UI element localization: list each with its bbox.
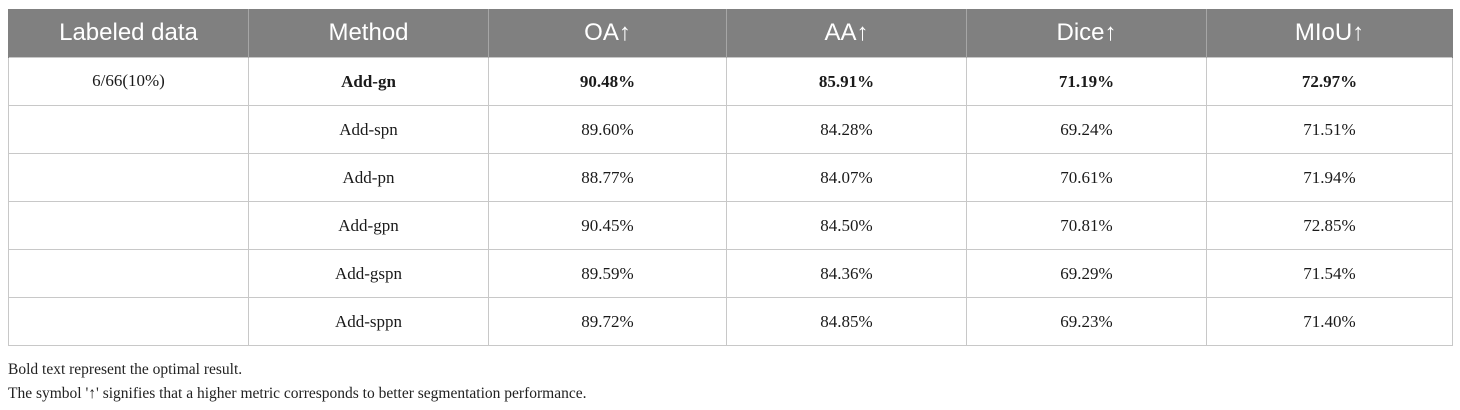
header-labeled-data: Labeled data: [8, 9, 249, 58]
table-row: Add-sppn 89.72% 84.85% 69.23% 71.40%: [8, 297, 1453, 346]
table-row: Add-gpn 90.45% 84.50% 70.81% 72.85%: [8, 201, 1453, 250]
table-row: 6/66(10%) Add-gn 90.48% 85.91% 71.19% 72…: [8, 57, 1453, 106]
oa-cell: 89.60%: [488, 105, 727, 154]
aa-cell: 84.07%: [726, 153, 967, 202]
table-footnotes: Bold text represent the optimal result. …: [8, 358, 586, 406]
labeled-data-cell: 6/66(10%): [8, 57, 249, 106]
labeled-data-cell: [8, 297, 249, 346]
miou-cell: 71.40%: [1206, 297, 1453, 346]
labeled-data-cell: [8, 153, 249, 202]
table-header: Labeled data Method OA↑ AA↑ Dice↑ MIoU↑: [8, 9, 1453, 58]
oa-cell: 89.72%: [488, 297, 727, 346]
oa-cell: 90.48%: [488, 57, 727, 106]
header-oa: OA↑: [488, 9, 727, 58]
aa-cell: 85.91%: [726, 57, 967, 106]
method-cell: Add-pn: [248, 153, 489, 202]
labeled-data-cell: [8, 105, 249, 154]
oa-cell: 89.59%: [488, 249, 727, 298]
dice-cell: 69.23%: [966, 297, 1207, 346]
aa-cell: 84.85%: [726, 297, 967, 346]
method-cell: Add-sppn: [248, 297, 489, 346]
labeled-data-cell: [8, 201, 249, 250]
header-aa: AA↑: [726, 9, 967, 58]
miou-cell: 71.51%: [1206, 105, 1453, 154]
miou-cell: 71.54%: [1206, 249, 1453, 298]
dice-cell: 71.19%: [966, 57, 1207, 106]
miou-cell: 72.85%: [1206, 201, 1453, 250]
aa-cell: 84.36%: [726, 249, 967, 298]
dice-cell: 70.81%: [966, 201, 1207, 250]
labeled-data-cell: [8, 249, 249, 298]
method-cell: Add-gn: [248, 57, 489, 106]
aa-cell: 84.28%: [726, 105, 967, 154]
method-cell: Add-gspn: [248, 249, 489, 298]
header-dice: Dice↑: [966, 9, 1207, 58]
oa-cell: 90.45%: [488, 201, 727, 250]
header-miou: MIoU↑: [1206, 9, 1453, 58]
dice-cell: 70.61%: [966, 153, 1207, 202]
oa-cell: 88.77%: [488, 153, 727, 202]
table-row: Add-spn 89.60% 84.28% 69.24% 71.51%: [8, 105, 1453, 154]
aa-cell: 84.50%: [726, 201, 967, 250]
method-cell: Add-spn: [248, 105, 489, 154]
results-table: Labeled data Method OA↑ AA↑ Dice↑ MIoU↑ …: [8, 9, 1453, 346]
footnote-arrow-meaning: The symbol '↑' signifies that a higher m…: [8, 385, 587, 402]
dice-cell: 69.29%: [966, 249, 1207, 298]
dice-cell: 69.24%: [966, 105, 1207, 154]
header-row: Labeled data Method OA↑ AA↑ Dice↑ MIoU↑: [8, 9, 1453, 58]
miou-cell: 71.94%: [1206, 153, 1453, 202]
header-method: Method: [248, 9, 489, 58]
method-cell: Add-gpn: [248, 201, 489, 250]
table-row: Add-gspn 89.59% 84.36% 69.29% 71.54%: [8, 249, 1453, 298]
table-body: 6/66(10%) Add-gn 90.48% 85.91% 71.19% 72…: [8, 57, 1453, 346]
results-table-container: Labeled data Method OA↑ AA↑ Dice↑ MIoU↑ …: [8, 9, 1453, 346]
footnote-bold-meaning: Bold text represent the optimal result.: [8, 361, 243, 378]
table-row: Add-pn 88.77% 84.07% 70.61% 71.94%: [8, 153, 1453, 202]
miou-cell: 72.97%: [1206, 57, 1453, 106]
